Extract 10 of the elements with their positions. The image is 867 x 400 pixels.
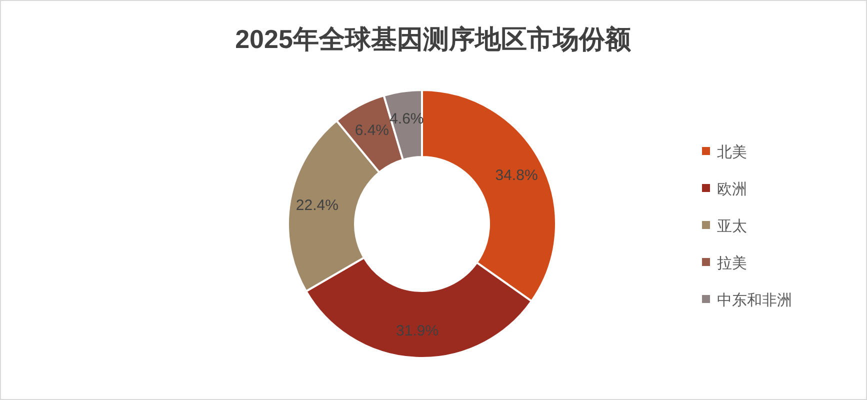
legend-label: 北美 [717, 144, 747, 161]
chart-title: 2025年全球基因测序地区市场份额 [235, 24, 632, 54]
data-label: 22.4% [296, 197, 338, 214]
data-label: 34.8% [495, 166, 538, 184]
legend-label: 拉美 [717, 255, 747, 272]
legend-label: 亚太 [717, 218, 747, 235]
data-label: 6.4% [354, 122, 390, 140]
legend-label: 欧洲 [717, 181, 747, 198]
data-label: 31.9% [396, 322, 439, 340]
legend-label: 中东和非洲 [717, 292, 792, 309]
